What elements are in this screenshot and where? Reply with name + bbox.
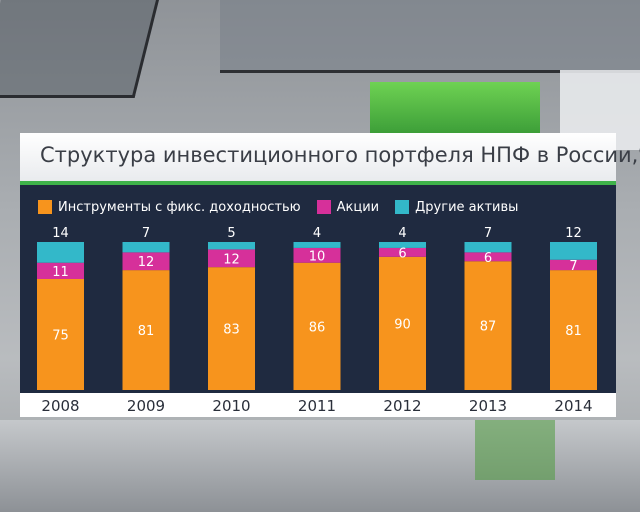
data-label-2009-series-0: 81 — [138, 324, 155, 339]
data-label-2013-series-2: 7 — [484, 226, 492, 241]
bar-2008-series-0 — [37, 279, 84, 390]
title-bar: Структура инвестиционного портфеля НПФ в… — [20, 133, 640, 185]
data-label-2010-series-2: 5 — [227, 226, 235, 241]
bar-2011-series-0 — [293, 262, 341, 390]
bar-2009-series-2 — [122, 242, 170, 253]
data-label-2014-series-0: 81 — [565, 324, 582, 339]
data-label-2009-series-2: 7 — [142, 226, 150, 241]
background-green-block — [370, 82, 540, 137]
legend-label-fixed-income: Инструменты с фикс. доходностью — [58, 199, 301, 215]
data-label-2012-series-0: 90 — [394, 317, 411, 332]
x-axis-band — [20, 393, 616, 417]
bar-2014-series-0 — [550, 270, 597, 390]
bar-2013-series-2 — [464, 242, 512, 253]
legend-item-stocks: Акции — [316, 199, 380, 215]
legend-item-other-assets: Другие активы — [395, 200, 518, 215]
background-glass-box-top — [220, 0, 640, 73]
bar-2010-series-1 — [208, 249, 255, 268]
legend-swatch-stocks — [316, 200, 331, 214]
data-label-2008-series-2: 14 — [52, 226, 69, 241]
data-label-2013-series-0: 87 — [480, 320, 497, 335]
data-label-2008-series-1: 11 — [52, 265, 69, 280]
legend-label-other-assets: Другие активы — [415, 199, 519, 215]
data-label-2012-series-1: 6 — [398, 246, 406, 261]
bar-2014-series-1 — [550, 259, 597, 271]
data-label-2012-series-2: 4 — [398, 226, 406, 241]
data-label-2014-series-1: 7 — [569, 259, 577, 274]
legend-swatch-fixed-income — [38, 200, 52, 214]
x-tick-label-2012: 2012 — [383, 397, 421, 415]
background-floor-reflection — [475, 420, 555, 480]
data-label-2010-series-0: 83 — [223, 323, 240, 338]
data-label-2011-series-1: 10 — [309, 249, 326, 264]
chart-panel: Инструменты с фикс. доходностью Акции Др… — [20, 185, 616, 417]
x-tick-label-2014: 2014 — [554, 397, 592, 415]
bar-2008-series-1 — [37, 262, 84, 279]
bar-2010-series-2 — [208, 242, 255, 250]
bar-2011-series-2 — [293, 242, 341, 248]
legend-swatch-other-assets — [395, 200, 410, 214]
x-tick-label-2008: 2008 — [41, 397, 79, 415]
bar-2014-series-2 — [550, 242, 597, 260]
bar-2012-series-1 — [379, 247, 426, 257]
bar-2011-series-1 — [293, 247, 341, 263]
bar-2012-series-0 — [379, 256, 426, 390]
bar-2012-series-2 — [379, 242, 426, 248]
data-label-2008-series-0: 75 — [52, 329, 69, 344]
data-label-2010-series-1: 12 — [223, 252, 240, 267]
bar-2013-series-1 — [464, 252, 512, 262]
bar-2010-series-0 — [208, 267, 255, 390]
bar-2013-series-0 — [464, 261, 512, 390]
bar-2009-series-0 — [122, 270, 170, 390]
x-tick-label-2013: 2013 — [469, 397, 507, 415]
stacked-bar-chart: 75 11 14 2008 81 12 7 2009 83 12 5 2010 86 10 4 2011 90 6… — [37, 226, 597, 415]
x-tick-label-2010: 2010 — [212, 397, 250, 415]
data-label-2014-series-2: 12 — [565, 226, 582, 241]
legend-item-fixed-income: Инструменты с фикс. доходностью — [38, 200, 301, 215]
x-tick-label-2009: 2009 — [127, 397, 165, 415]
chart-title: Структура инвестиционного портфеля НПФ в… — [40, 143, 640, 167]
data-label-2011-series-0: 86 — [309, 320, 326, 335]
data-label-2013-series-1: 6 — [484, 251, 492, 266]
legend-label-stocks: Акции — [336, 199, 380, 215]
data-label-2011-series-2: 4 — [313, 226, 321, 241]
legend: Инструменты с фикс. доходностью Акции Др… — [38, 197, 534, 217]
data-label-2009-series-1: 12 — [138, 255, 155, 270]
bar-2009-series-1 — [122, 252, 170, 271]
bar-2008-series-2 — [37, 242, 84, 263]
background-glass-box-left — [0, 0, 162, 98]
x-tick-label-2011: 2011 — [298, 397, 336, 415]
